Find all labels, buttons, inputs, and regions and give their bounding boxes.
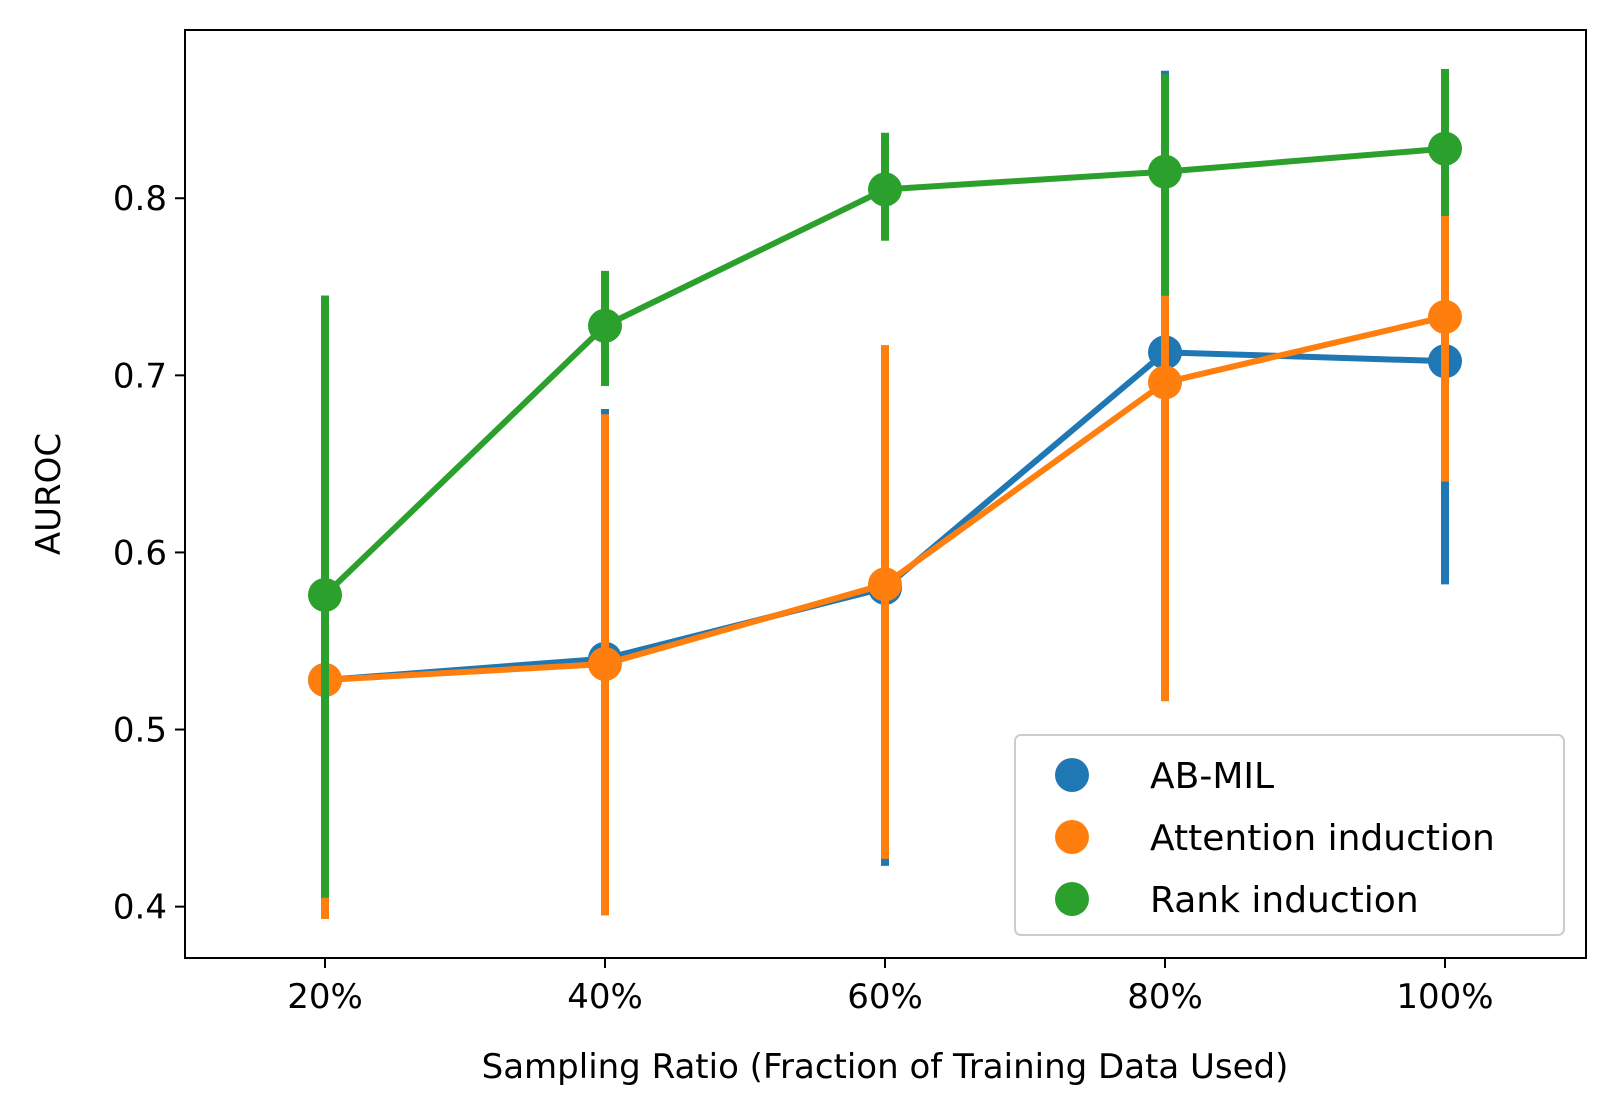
series-2 [308, 68, 1462, 898]
y-tick-label: 0.4 [113, 888, 167, 928]
legend-label: Rank induction [1150, 880, 1419, 921]
series-layer [308, 68, 1462, 920]
y-tick-label: 0.8 [113, 179, 167, 219]
data-point [588, 647, 622, 682]
x-tick-label: 20% [287, 977, 363, 1017]
legend: AB-MIL Attention induction Rank induction [1014, 734, 1565, 936]
x-tick-label: 80% [1127, 977, 1203, 1017]
data-point [588, 308, 622, 343]
data-point [1428, 131, 1462, 166]
x-tick-label: 60% [847, 977, 923, 1017]
y-tick-label: 0.7 [113, 356, 167, 396]
data-point [1428, 299, 1462, 334]
y-tick-label: 0.6 [113, 533, 167, 573]
y-axis-label: AUROC [29, 433, 69, 555]
legend-marker [1055, 758, 1089, 792]
x-tick-label: 100% [1396, 977, 1493, 1017]
legend-marker [1055, 882, 1089, 916]
axes-layer: 0.4 0.5 0.6 0.7 0.8 20% 40% 60% 80% 100% [113, 179, 1494, 1017]
data-point [868, 172, 902, 207]
data-point [308, 577, 342, 612]
legend-marker [1055, 820, 1089, 854]
data-point [1148, 365, 1182, 400]
legend-box [1014, 734, 1565, 936]
data-point [1148, 154, 1182, 189]
y-tick-label: 0.5 [113, 711, 167, 751]
x-axis-label: Sampling Ratio (Fraction of Training Dat… [482, 1047, 1289, 1087]
x-tick-label: 40% [567, 977, 643, 1017]
legend-label: Attention induction [1150, 818, 1495, 859]
legend-label: AB-MIL [1150, 756, 1274, 797]
data-point [868, 567, 902, 602]
